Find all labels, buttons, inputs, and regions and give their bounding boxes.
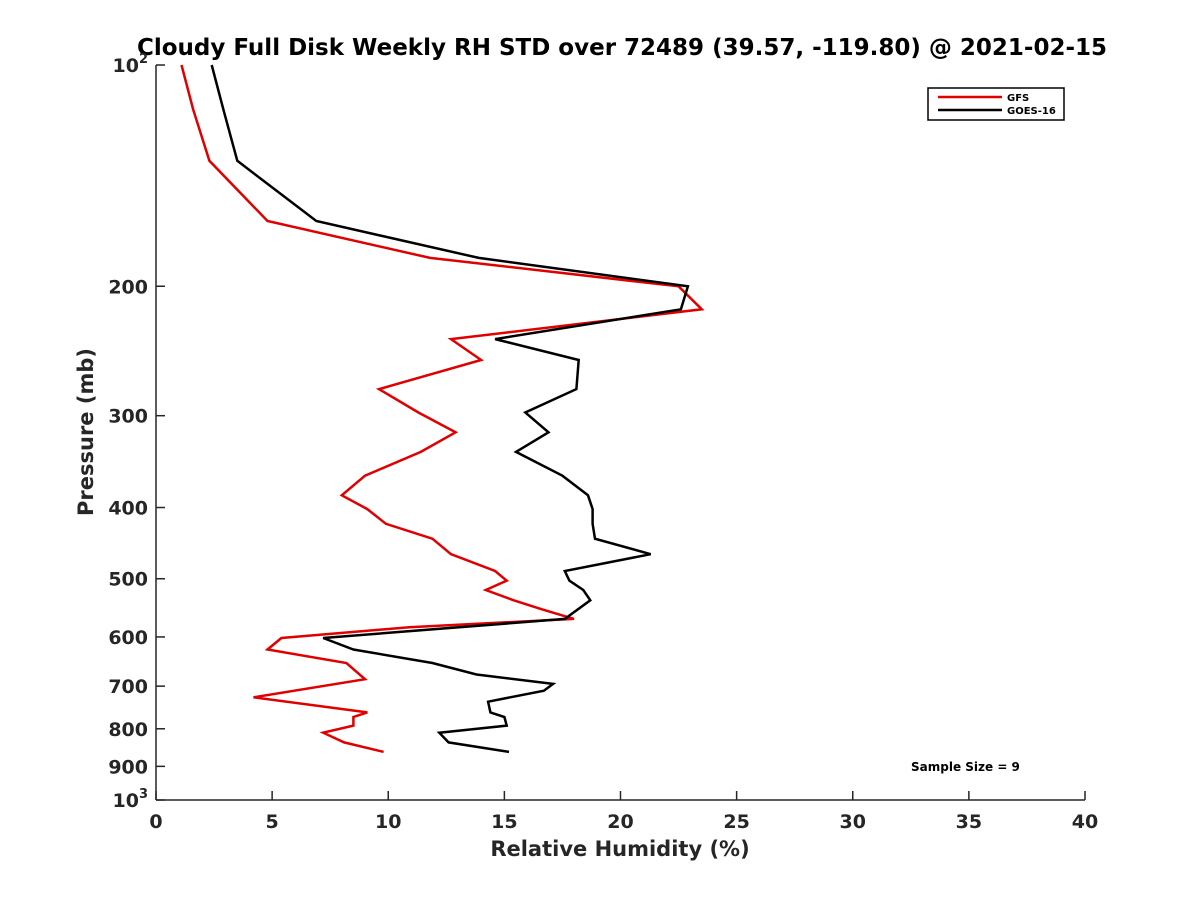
- sample-size-annotation: Sample Size = 9: [911, 760, 1020, 774]
- x-tick-label: 40: [1072, 811, 1098, 833]
- y-tick-label: 900: [108, 756, 148, 778]
- y-tick-label: 300: [108, 406, 148, 428]
- legend-label-goes16: GOES-16: [1007, 106, 1056, 117]
- y-tick-label: 700: [108, 676, 148, 698]
- series-line-goes16: [210, 64, 690, 754]
- y-tick-label: 400: [108, 498, 148, 520]
- x-tick-label: 10: [375, 811, 401, 833]
- lines-layer: [180, 64, 705, 754]
- y-tick-label: 800: [108, 719, 148, 741]
- legend: GFS GOES-16: [927, 87, 1065, 121]
- x-ticks: 0 5 10 15 20 25 30 35 40: [149, 791, 1098, 833]
- x-tick-label: 15: [491, 811, 517, 833]
- y-tick-label: 103: [113, 787, 149, 812]
- y-tick-label: 600: [108, 627, 148, 649]
- series-line-gfs: [180, 64, 705, 754]
- x-tick-label: 0: [149, 811, 162, 833]
- x-tick-label: 35: [956, 811, 982, 833]
- y-tick-label: 200: [108, 276, 148, 298]
- x-tick-label: 20: [607, 811, 633, 833]
- legend-label-gfs: GFS: [1007, 93, 1029, 104]
- y-tick-label: 500: [108, 569, 148, 591]
- legend-box: [927, 87, 1065, 121]
- plot-area: [156, 65, 1085, 800]
- y-axis-label: Pressure (mb): [74, 348, 98, 516]
- x-tick-label: 5: [266, 811, 279, 833]
- x-axis-label: Relative Humidity (%): [490, 837, 749, 861]
- x-tick-label: 30: [840, 811, 866, 833]
- chart-title: Cloudy Full Disk Weekly RH STD over 7248…: [137, 35, 1107, 61]
- x-tick-label: 25: [723, 811, 749, 833]
- y-tick-label: 102: [113, 52, 149, 77]
- y-ticks: 102 200 300 400 500 600 700 800 900 103: [108, 52, 165, 812]
